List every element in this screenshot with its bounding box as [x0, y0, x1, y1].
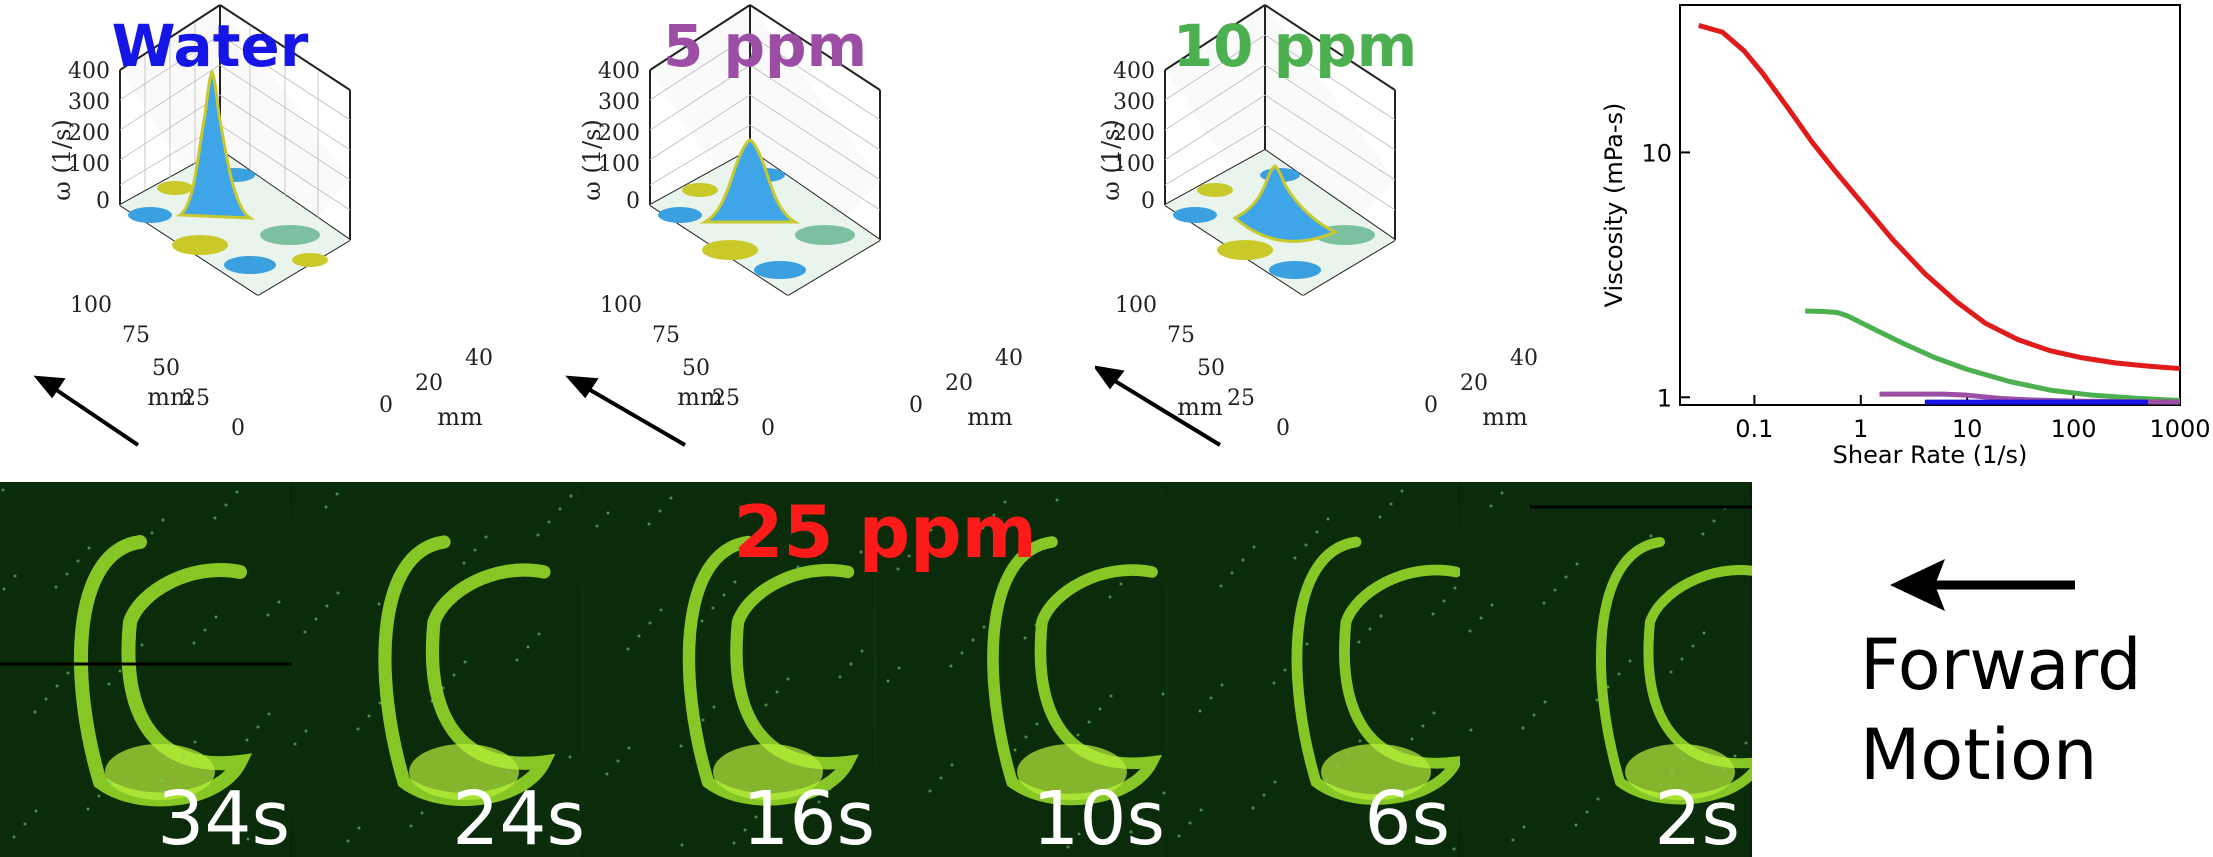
timestamp: 6s [1364, 776, 1450, 857]
vorticity-peak [699, 138, 801, 224]
y-tick: 100 [600, 293, 642, 318]
dye-frame [1460, 482, 1752, 857]
vorticity-peak [175, 69, 255, 220]
vorticity-peak [1232, 164, 1339, 243]
y-tick-label: 1 [1657, 384, 1672, 412]
z-tick: 400 [598, 59, 640, 84]
x-tick-label: 0.1 [1735, 415, 1773, 443]
y-tick: 100 [1115, 293, 1157, 318]
z-tick: 300 [1113, 90, 1155, 115]
surface-patches [658, 168, 855, 279]
grid-lines [1164, 34, 1396, 211]
y-tick: 50 [152, 356, 180, 381]
z-tick: 400 [1113, 59, 1155, 84]
y-tick: 50 [1197, 356, 1225, 381]
motion-text: Motion [1860, 714, 2098, 796]
forward-text: Forward [1860, 624, 2142, 706]
y-tick: 25 [712, 386, 740, 411]
z-tick: 100 [598, 152, 640, 177]
vorticity-plot-10ppm: 10 ppm 400 300 200 100 0 100 75 50 25 0 … [1095, 4, 1538, 447]
x-tick-label: 10 [1952, 415, 1983, 443]
timestamp: 16s [742, 776, 875, 857]
z-axis-label: ω (1/s) [48, 119, 76, 201]
timestamp: 34s [157, 776, 290, 857]
z-tick: 100 [1113, 152, 1155, 177]
direction-arrow [1095, 365, 1222, 447]
z-axis-label: ω (1/s) [578, 119, 606, 201]
x-tick: 0 [1424, 393, 1438, 418]
x-tick-label: 1000 [2149, 415, 2210, 443]
z-tick: 0 [96, 189, 110, 214]
timestamp: 2s [1654, 776, 1740, 857]
z-tick: 400 [68, 59, 110, 84]
vorticity-plot-5ppm: 5 ppm 400 300 200 100 0 100 75 50 25 0 0… [565, 4, 1023, 447]
z-axis-label: ω (1/s) [1097, 119, 1125, 201]
series-line-0 [1698, 23, 2181, 372]
y-axis-label: mm [1177, 393, 1223, 421]
z-tick: 0 [626, 189, 640, 214]
x-tick: 0 [379, 393, 393, 418]
panel-title: 10 ppm [1173, 12, 1417, 80]
y-axis-label: Viscosity (mPa-s) [1600, 103, 1628, 308]
dye-frame [292, 482, 582, 857]
y-tick: 25 [1227, 386, 1255, 411]
surface-patches [128, 168, 328, 274]
dye-frame [876, 482, 1166, 857]
z-tick: 200 [1113, 121, 1155, 146]
z-tick: 200 [598, 121, 640, 146]
strip-title: 25 ppm [733, 490, 1036, 574]
dye-frame [1168, 482, 1466, 857]
x-tick: 20 [415, 371, 443, 396]
y-axis-label: mm [677, 383, 723, 411]
z-tick: 300 [598, 90, 640, 115]
z-tick: 0 [1141, 189, 1155, 214]
z-tick: 200 [68, 121, 110, 146]
vorticity-plot-water: Water 400 300 200 100 0 100 75 50 25 0 0… [33, 4, 493, 447]
y-tick: 0 [761, 416, 775, 441]
x-axis-label: mm [437, 403, 483, 431]
z-tick: 100 [68, 152, 110, 177]
y-tick: 75 [122, 323, 150, 348]
timestamp: 24s [452, 776, 585, 857]
direction-arrow [33, 375, 140, 447]
z-tick: 300 [68, 90, 110, 115]
y-tick: 100 [70, 293, 112, 318]
x-axis-label: mm [1482, 403, 1528, 431]
x-tick-label: 1 [1853, 415, 1868, 443]
x-axis-label: mm [967, 403, 1013, 431]
dye-frame [0, 482, 290, 857]
y-tick: 50 [682, 356, 710, 381]
forward-motion-label: Forward Motion [1860, 620, 2200, 800]
x-axis-label: Shear Rate (1/s) [1833, 441, 2028, 469]
x-tick-label: 100 [2051, 415, 2097, 443]
y-tick: 0 [1276, 416, 1290, 441]
grid-lines [649, 34, 881, 211]
y-tick: 0 [231, 416, 245, 441]
x-tick: 40 [995, 346, 1023, 371]
x-tick: 0 [909, 393, 923, 418]
dye-frame [584, 482, 874, 857]
x-tick: 20 [945, 371, 973, 396]
direction-arrow [565, 375, 687, 447]
dye-visualization-strip: 25 ppm 34s 24s 16s 10s 6s 2s [0, 482, 1752, 857]
forward-arrow [1890, 559, 2075, 611]
y-axis-label: mm [147, 383, 193, 411]
x-tick: 20 [1460, 371, 1488, 396]
x-tick: 40 [1510, 346, 1538, 371]
x-tick: 40 [465, 346, 493, 371]
y-tick: 75 [1167, 323, 1195, 348]
panel-title: Water [112, 12, 309, 80]
y-tick: 75 [652, 323, 680, 348]
y-tick-label: 10 [1641, 139, 1672, 167]
viscosity-chart: 0.1 1 10 100 1000 1 10 Shear Rate (1/s) Viscos… [1600, 4, 2211, 469]
series-line-1 [1805, 308, 2181, 404]
timestamp: 10s [1032, 776, 1165, 857]
y-tick: 25 [182, 386, 210, 411]
panel-title: 5 ppm [663, 12, 867, 80]
